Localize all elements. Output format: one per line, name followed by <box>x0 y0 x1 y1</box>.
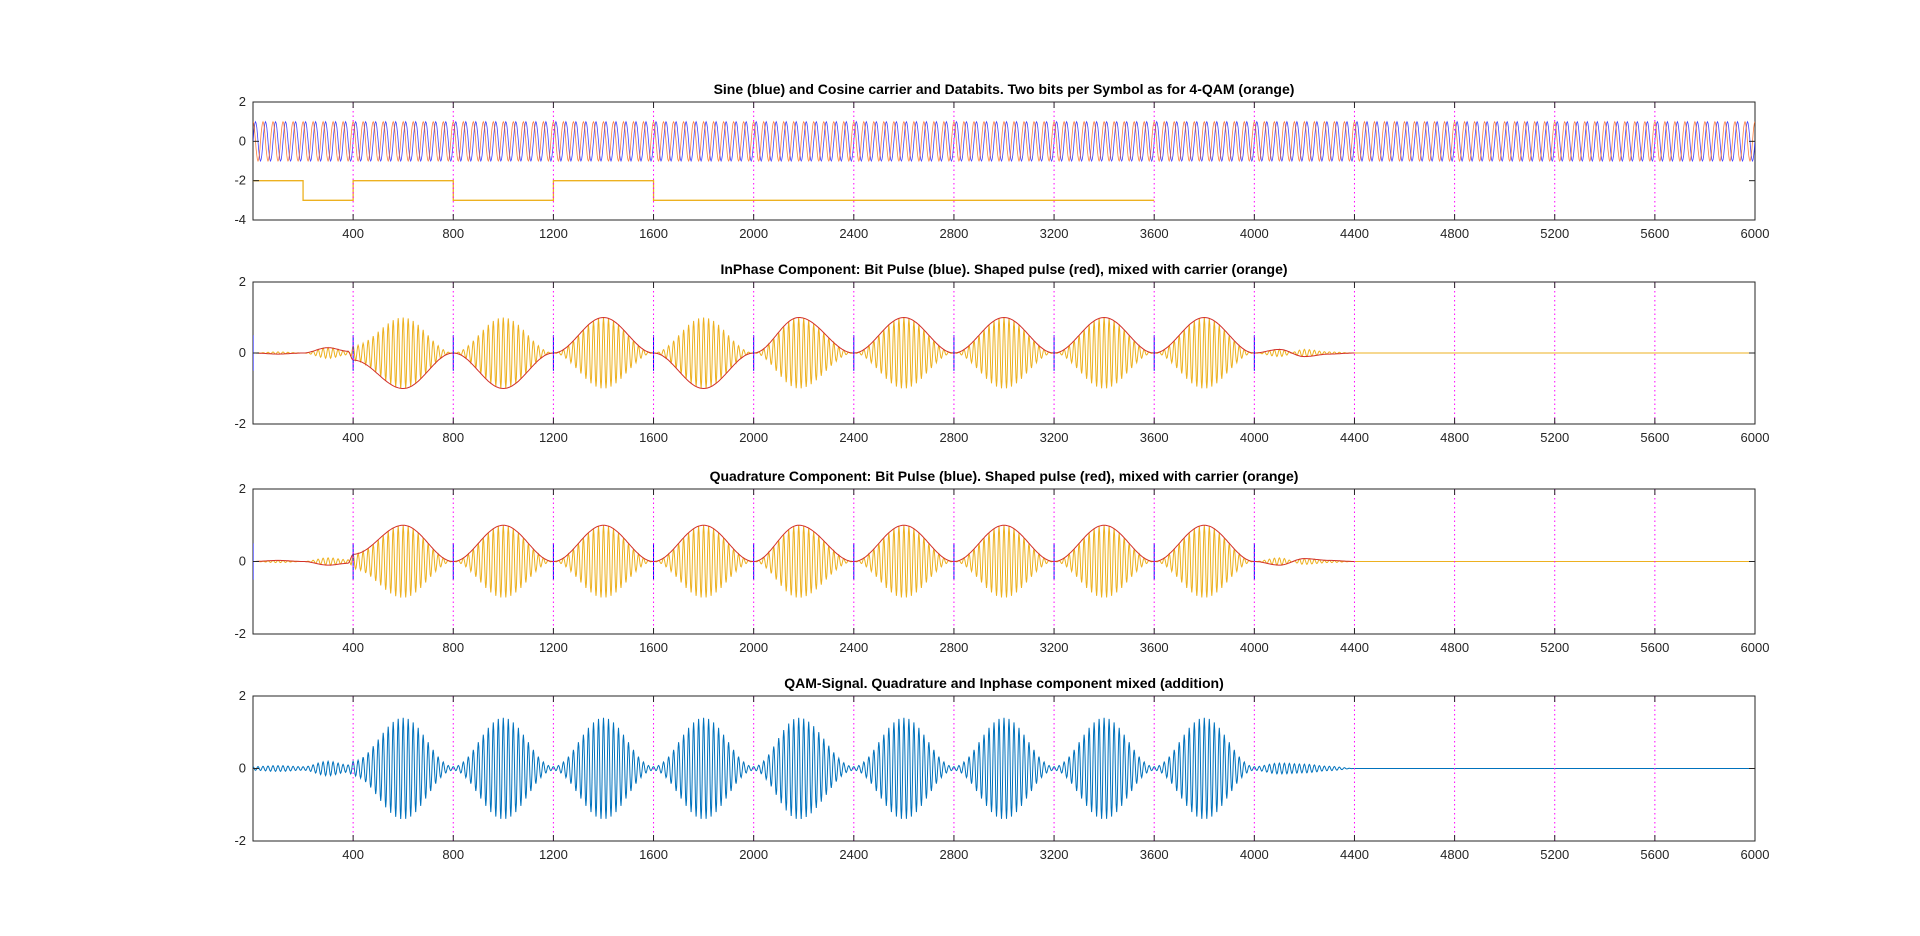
x-tick-label: 1600 <box>639 847 668 862</box>
x-tick-label: 5200 <box>1540 226 1569 241</box>
x-tick-label: 400 <box>342 640 364 655</box>
subplot-3: 400 800 1200 1600 2000 2400 2800 3200 3600 4000 44… <box>234 468 1769 655</box>
x-tick-label: 4000 <box>1240 640 1269 655</box>
series-shaped-pulse <box>253 524 1355 566</box>
x-tick-label: 400 <box>342 847 364 862</box>
x-tick-label: 2000 <box>739 640 768 655</box>
x-tick-label: 4800 <box>1440 226 1469 241</box>
x-tick-label: 2800 <box>939 430 968 445</box>
x-tick-label: 1600 <box>639 226 668 241</box>
x-tick-label: 6000 <box>1741 226 1770 241</box>
x-tick-label: 4400 <box>1340 847 1369 862</box>
x-tick-label: 4000 <box>1240 847 1269 862</box>
x-tick-label: 800 <box>442 640 464 655</box>
x-tick-label: 4400 <box>1340 640 1369 655</box>
x-tick-label: 2400 <box>839 640 868 655</box>
x-tick-label: 2000 <box>739 847 768 862</box>
x-tick-label: 5200 <box>1540 640 1569 655</box>
x-tick-label: 400 <box>342 430 364 445</box>
plot-area <box>253 696 1755 841</box>
x-tick-label: 2400 <box>839 847 868 862</box>
series-mixed-carrier <box>253 317 1755 389</box>
subplot-title: Sine (blue) and Cosine carrier and Datab… <box>714 81 1295 97</box>
x-tick-label: 4800 <box>1440 847 1469 862</box>
x-tick-label: 2000 <box>739 430 768 445</box>
subplot-1: 400 800 1200 1600 2000 2400 2800 3200 3600 4000 44… <box>234 81 1769 241</box>
x-tick-label: 1200 <box>539 640 568 655</box>
x-tick-label: 3200 <box>1040 430 1069 445</box>
x-tick-label: 6000 <box>1741 640 1770 655</box>
x-tick-label: 5200 <box>1540 430 1569 445</box>
y-tick-label: -2 <box>234 626 246 641</box>
y-tick-label: 0 <box>239 133 246 148</box>
x-tick-label: 400 <box>342 226 364 241</box>
x-tick-label: 6000 <box>1741 430 1770 445</box>
subplot-4: 400 800 1200 1600 2000 2400 2800 3200 3600 4000 44… <box>234 675 1769 862</box>
series-cosine-carrier <box>253 120 1755 163</box>
subplot-grid: 400 800 1200 1600 2000 2400 2800 3200 3600 4000 44… <box>234 81 1769 862</box>
subplot-title: InPhase Component: Bit Pulse (blue). Sha… <box>720 261 1287 277</box>
x-tick-label: 800 <box>442 430 464 445</box>
y-tick-label: 0 <box>239 345 246 360</box>
subplot-2: 400 800 1200 1600 2000 2400 2800 3200 3600 4000 44… <box>234 261 1769 445</box>
x-tick-label: 2400 <box>839 430 868 445</box>
y-tick-label: 2 <box>239 688 246 703</box>
plot-area <box>253 282 1755 424</box>
x-tick-label: 3600 <box>1140 640 1169 655</box>
y-tick-label: 2 <box>239 481 246 496</box>
x-tick-label: 4400 <box>1340 430 1369 445</box>
x-tick-label: 2800 <box>939 226 968 241</box>
x-tick-label: 2800 <box>939 640 968 655</box>
x-tick-label: 5600 <box>1640 430 1669 445</box>
x-tick-label: 2800 <box>939 847 968 862</box>
x-tick-label: 3600 <box>1140 226 1169 241</box>
x-tick-label: 1600 <box>639 640 668 655</box>
y-tick-label: -2 <box>234 833 246 848</box>
x-tick-label: 4800 <box>1440 430 1469 445</box>
x-tick-label: 2400 <box>839 226 868 241</box>
x-tick-label: 3200 <box>1040 226 1069 241</box>
x-tick-label: 1200 <box>539 226 568 241</box>
x-tick-label: 2000 <box>739 226 768 241</box>
x-tick-label: 1200 <box>539 430 568 445</box>
y-tick-label: -2 <box>234 173 246 188</box>
x-tick-label: 800 <box>442 226 464 241</box>
y-tick-label: 2 <box>239 274 246 289</box>
x-tick-label: 5600 <box>1640 847 1669 862</box>
series-qam-signal <box>253 717 1755 820</box>
subplot-title: Quadrature Component: Bit Pulse (blue). … <box>710 468 1299 484</box>
x-tick-label: 3600 <box>1140 847 1169 862</box>
x-tick-label: 4000 <box>1240 226 1269 241</box>
x-tick-label: 4400 <box>1340 226 1369 241</box>
x-tick-label: 4000 <box>1240 430 1269 445</box>
plot-area <box>253 489 1755 634</box>
x-tick-label: 5600 <box>1640 640 1669 655</box>
x-tick-label: 3200 <box>1040 847 1069 862</box>
x-tick-label: 5600 <box>1640 226 1669 241</box>
x-tick-label: 3600 <box>1140 430 1169 445</box>
y-tick-label: 0 <box>239 761 246 776</box>
x-tick-label: 1200 <box>539 847 568 862</box>
subplot-title: QAM-Signal. Quadrature and Inphase compo… <box>784 675 1223 691</box>
x-tick-label: 800 <box>442 847 464 862</box>
plot-area <box>253 102 1755 220</box>
x-tick-label: 4800 <box>1440 640 1469 655</box>
series-mixed-carrier <box>253 525 1755 598</box>
series-sine-carrier <box>253 120 1755 163</box>
series-shaped-pulse <box>253 316 1355 390</box>
y-tick-label: 0 <box>239 554 246 569</box>
x-tick-label: 1600 <box>639 430 668 445</box>
y-tick-label: -2 <box>234 416 246 431</box>
x-tick-label: 6000 <box>1741 847 1770 862</box>
x-tick-label: 3200 <box>1040 640 1069 655</box>
x-tick-label: 5200 <box>1540 847 1569 862</box>
y-tick-label: 2 <box>239 94 246 109</box>
y-tick-label: -4 <box>234 212 246 227</box>
